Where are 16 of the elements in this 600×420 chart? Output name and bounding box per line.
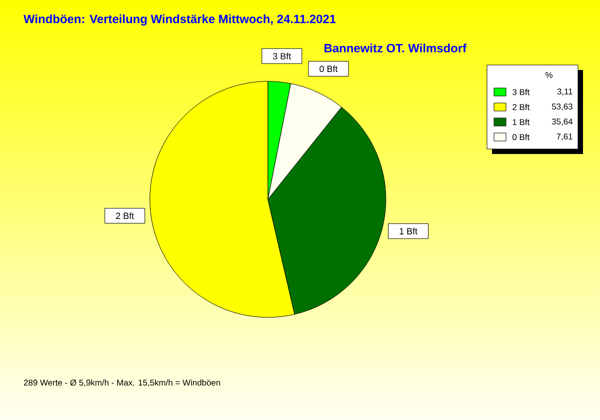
legend-title: % — [546, 72, 552, 78]
legend-label: 2 Bft — [512, 104, 530, 110]
text: 289 Werte - Ø 5,9km/h - Max. 15,5km/h = Windböen — [24, 379, 220, 387]
slice-label: 1 Bft — [400, 228, 418, 234]
data-label: 7,61 — [556, 134, 572, 140]
legend-label: 0 Bft — [512, 134, 530, 140]
slice-label: 2 Bft — [116, 212, 134, 220]
legend-label: 1 Bft — [512, 118, 530, 126]
chart-title: Windböen: Verteilung Windstärke Mittwoch, 24.11.2021 — [24, 14, 336, 26]
legend-label: 3 Bft — [512, 88, 530, 96]
data-label: 35,64 — [552, 118, 573, 126]
slice-label: 3 Bft — [273, 52, 292, 60]
slice-label: 0 Bft — [320, 65, 338, 72]
data-label: 53,63 — [552, 104, 572, 110]
chart-subtitle: Bannewitz OT. Wilmsdorf — [324, 44, 467, 52]
data-label: 3,11 — [557, 88, 572, 96]
